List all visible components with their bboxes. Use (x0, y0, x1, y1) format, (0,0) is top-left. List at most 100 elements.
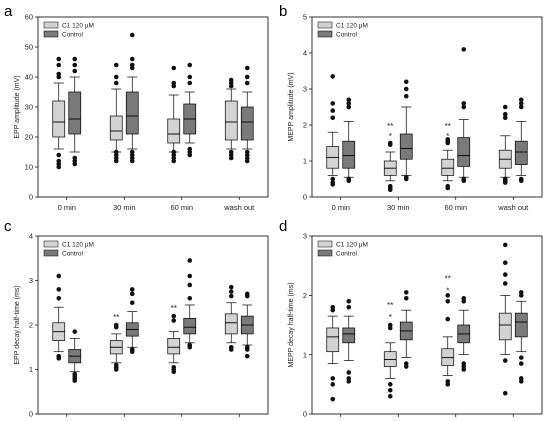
box-iqr (399, 133, 413, 160)
significance-marker: * (389, 132, 392, 141)
legend-swatch (317, 30, 333, 38)
outlier-point (72, 68, 78, 74)
box-c1-1 (109, 322, 123, 372)
box-c1-3 (224, 284, 238, 352)
outlier-point (56, 62, 62, 68)
outlier-point (330, 101, 336, 106)
outlier-point (187, 258, 193, 263)
outlier-point (346, 104, 352, 110)
box-c1-1 (383, 322, 397, 399)
y-tick-label: 40 (25, 73, 33, 82)
panel-b: b 0 1 2 3 4 5 MEPP amplitude (mV) 0 min 30 min 60 … (279, 3, 543, 212)
outlier-point (228, 293, 234, 299)
outlier-point (502, 180, 508, 185)
outlier-point (228, 347, 234, 352)
outlier-point (403, 93, 409, 99)
outlier-point (187, 80, 193, 86)
significance-marker: ** (387, 122, 393, 131)
x-category-label: 30 min (113, 203, 136, 212)
box-iqr (342, 327, 356, 344)
x-category-label: wash out (497, 203, 529, 212)
outlier-point (330, 74, 336, 79)
y-tick-label: 1 (303, 157, 307, 166)
box-control-1 (399, 290, 413, 369)
outlier-point (518, 293, 524, 298)
outlier-point (518, 97, 524, 103)
outlier-point (330, 108, 336, 113)
y-tick-label: 50 (25, 43, 33, 52)
outlier-point (387, 387, 393, 393)
outlier-point (502, 104, 508, 110)
box-c1-2 (441, 137, 455, 191)
y-axis-label: EPP decay half-time (ms) (14, 285, 21, 364)
box-iqr (326, 327, 340, 353)
box-control-2 (183, 62, 197, 158)
legend: C1 120 µM Control (317, 21, 368, 39)
outlier-point (129, 287, 135, 292)
outlier-point (129, 65, 135, 71)
y-tick-label: 2 (29, 321, 33, 330)
x-category-label: 30 min (387, 203, 410, 212)
outlier-point (228, 83, 234, 89)
y-tick-label: 0 (303, 193, 307, 202)
box-control-3 (514, 290, 528, 384)
outlier-point (445, 298, 451, 304)
outlier-point (72, 62, 78, 68)
outlier-point (244, 158, 250, 164)
outlier-point (518, 104, 524, 110)
box-c1-1 (383, 140, 397, 193)
outlier-point (330, 307, 336, 313)
y-tick-label: 10 (25, 163, 33, 172)
box-iqr (183, 317, 197, 335)
y-tick-label: 0 (29, 193, 33, 202)
significance-marker: ** (445, 122, 451, 131)
box-c1-3 (498, 104, 512, 185)
outlier-point (244, 74, 250, 80)
outlier-point (346, 370, 352, 375)
significance-marker: * (389, 313, 392, 322)
x-category-label: 60 min (170, 203, 193, 212)
outlier-point (244, 65, 250, 71)
box-control-3 (240, 65, 254, 164)
outlier-point (502, 281, 508, 286)
outlier-point (445, 293, 451, 298)
box-c1-0 (326, 304, 340, 402)
outlier-point (330, 376, 336, 381)
box-iqr (125, 91, 139, 135)
box-iqr (224, 313, 238, 335)
legend-label: C1 120 µM (336, 242, 368, 249)
legend-swatch (43, 30, 59, 38)
outlier-point (518, 355, 524, 360)
box-control-0 (68, 56, 82, 167)
outlier-point (129, 300, 135, 306)
box-c1-3 (224, 77, 238, 161)
outlier-point (187, 273, 193, 279)
box-control-1 (399, 79, 413, 182)
outlier-point (56, 273, 62, 279)
y-tick-label: 20 (25, 133, 33, 142)
outlier-point (330, 396, 336, 402)
outlier-point (113, 367, 119, 372)
y-tick-label: 5 (303, 13, 307, 22)
outlier-point (346, 101, 352, 106)
box-iqr (441, 158, 455, 176)
outlier-point (461, 298, 467, 304)
y-tick-label: 4 (29, 232, 33, 241)
outlier-point (244, 347, 250, 352)
outlier-point (518, 101, 524, 106)
y-tick-label: 60 (25, 13, 33, 22)
outlier-point (502, 242, 508, 248)
outlier-point (171, 158, 177, 164)
significance-marker: * (172, 314, 175, 323)
outlier-point (445, 382, 451, 387)
legend-swatch (43, 249, 59, 257)
outlier-point (56, 56, 62, 62)
outlier-point (171, 65, 177, 71)
box-iqr (167, 338, 181, 355)
outlier-point (187, 282, 193, 288)
outlier-point (187, 62, 193, 68)
outlier-point (502, 111, 508, 117)
y-tick-label: 3 (303, 85, 307, 94)
outlier-point (346, 304, 352, 310)
